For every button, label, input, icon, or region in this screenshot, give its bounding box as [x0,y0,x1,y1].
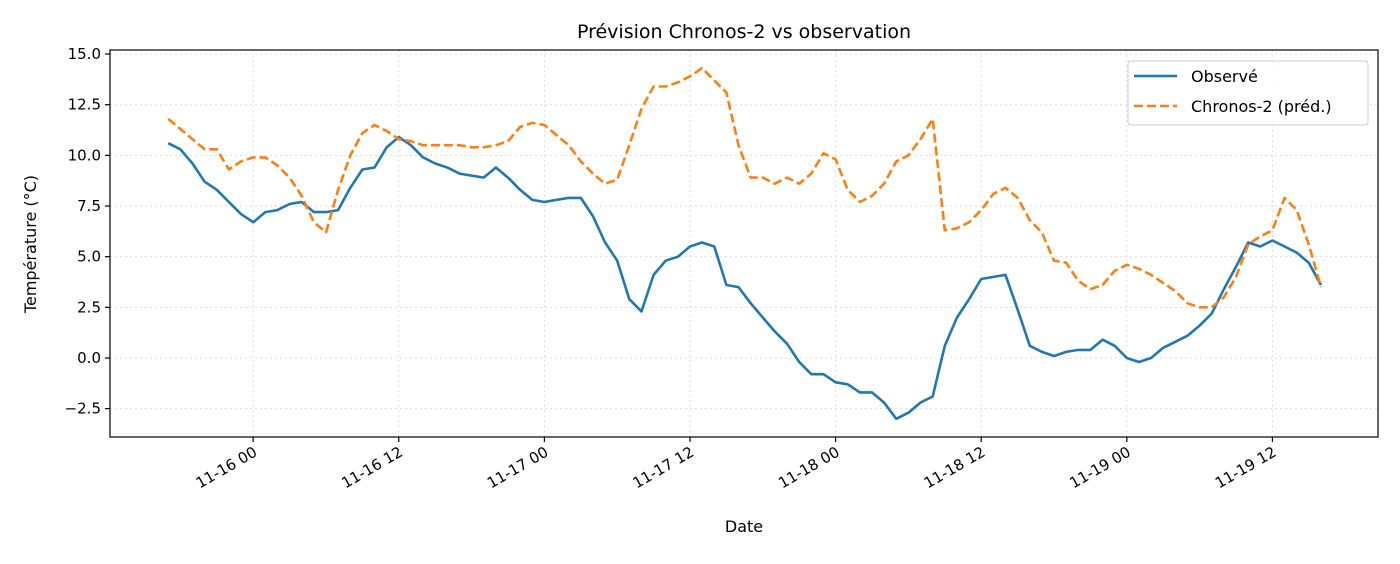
forecast-line [167,66,1323,309]
x-tick-label: 11-19 00 [1066,443,1133,492]
chart-title: Prévision Chronos-2 vs observation [577,21,911,43]
x-axis-label: Date [725,517,763,536]
x-tick-label: 11-19 12 [1212,443,1279,492]
y-tick-label: 0.0 [77,349,101,367]
y-tick-label: 15.0 [68,45,101,63]
legend: Observé Chronos-2 (préd.) [1127,60,1369,126]
observed-line [167,135,1323,421]
y-tick-label: 7.5 [77,197,101,215]
y-tick-label: 5.0 [77,248,101,266]
x-tick-label: 11-17 12 [630,443,697,492]
y-tick-label: 12.5 [68,96,101,114]
x-tick-label: 11-16 12 [338,443,405,492]
y-tick-label: 2.5 [77,298,101,316]
y-axis-label: Température (°C) [21,175,40,314]
y-axis: −2.5 0.0 2.5 5.0 7.5 10.0 12.5 15.0 [65,45,110,418]
x-tick-label: 11-16 00 [193,443,260,492]
y-tick-label: −2.5 [65,400,101,418]
x-tick-label: 11-18 12 [921,443,988,492]
x-tick-label: 11-17 00 [484,443,551,492]
plot-frame [109,49,1379,438]
legend-box [1127,60,1369,126]
x-axis: 11-16 00 11-16 12 11-17 00 11-17 12 11-18 00… [193,437,1279,492]
y-tick-label: 10.0 [68,146,101,164]
legend-label-observed: Observé [1191,67,1258,86]
legend-label-forecast: Chronos-2 (préd.) [1191,97,1332,116]
series-lines [167,66,1323,421]
x-tick-label: 11-18 00 [775,443,842,492]
